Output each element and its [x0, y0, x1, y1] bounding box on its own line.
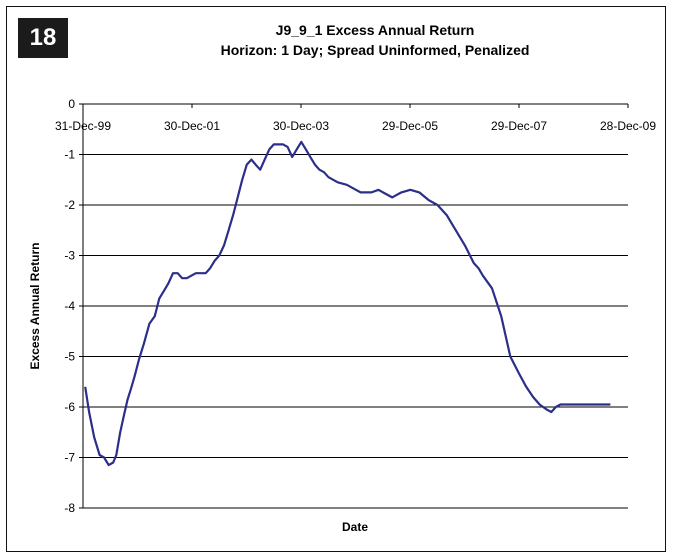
y-tick-label: -4: [64, 299, 75, 313]
y-tick-label: -5: [64, 350, 75, 364]
y-tick-label: -6: [64, 400, 75, 414]
tick-labels: 0 -1 -2 -3 -4 -5 -6 -7 -8 31-Dec-99 30-Dec-01 30-De…: [55, 97, 656, 515]
chart-title: J9_9_1 Excess Annual Return: [275, 22, 475, 38]
axes: [79, 103, 629, 509]
x-tick-label: 30-Dec-01: [164, 119, 220, 133]
series-layer: [84, 140, 611, 467]
x-tick-label: 31-Dec-99: [55, 119, 111, 133]
chart-frame: [6, 6, 666, 552]
series-line: [84, 140, 611, 467]
x-axis-title: Date: [342, 520, 368, 534]
gridlines: [83, 154, 628, 458]
chart-subtitle: Horizon: 1 Day; Spread Uninformed, Penal…: [220, 42, 530, 58]
y-tick-label: -1: [64, 148, 75, 162]
y-tick-label: -8: [64, 501, 75, 515]
x-tick-label: 29-Dec-07: [491, 119, 547, 133]
x-tick-label: 29-Dec-05: [382, 119, 438, 133]
y-tick-label: 0: [68, 97, 75, 111]
x-tick-label: 30-Dec-03: [273, 119, 329, 133]
slide-number-badge: 18: [18, 18, 68, 58]
y-tick-label: -7: [64, 451, 75, 465]
x-tick-label: 28-Dec-09: [600, 119, 656, 133]
y-tick-label: -3: [64, 249, 75, 263]
chart-title-block: J9_9_1 Excess Annual Return Horizon: 1 D…: [80, 20, 670, 60]
y-tick-label: -2: [64, 198, 75, 212]
y-axis-title: Excess Annual Return: [28, 243, 42, 370]
